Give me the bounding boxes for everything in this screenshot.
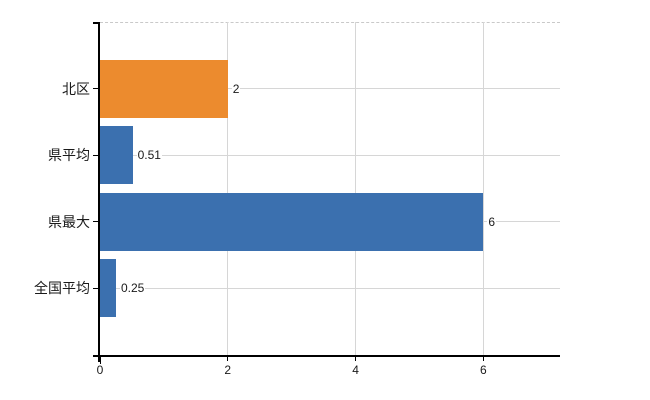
category-tick — [93, 154, 100, 156]
bar-value-label: 2 — [231, 81, 241, 96]
gridline-horizontal — [100, 88, 560, 90]
category-label-北区: 北区 — [62, 80, 90, 97]
bar-北区 — [100, 59, 228, 118]
gridline-vertical — [227, 22, 229, 355]
gridline-vertical — [482, 22, 484, 355]
x-axis-tick-label: 6 — [479, 363, 487, 377]
bar-県最大 — [100, 192, 484, 251]
gridline-vertical — [355, 22, 357, 355]
category-label-全国平均: 全国平均 — [34, 280, 90, 297]
x-axis-tick-label: 0 — [96, 363, 104, 377]
plot-area: 2 0.51 6 0.25 — [100, 22, 560, 355]
bar-全国平均 — [100, 259, 116, 318]
plot-top-border — [100, 22, 560, 23]
bar-value-label: 6 — [487, 214, 497, 229]
x-axis-tick — [355, 357, 357, 361]
x-axis-tick — [482, 357, 484, 361]
bar-県平均 — [100, 126, 133, 185]
x-axis-tick-label: 2 — [224, 363, 232, 377]
category-tick — [93, 88, 100, 90]
x-axis-line — [93, 355, 560, 357]
bar-value-label: 0.51 — [136, 148, 162, 163]
y-axis-top-tick — [93, 22, 100, 24]
category-tick — [93, 287, 100, 289]
x-axis-tick — [227, 357, 229, 361]
category-label-県平均: 県平均 — [48, 147, 90, 164]
bar-value-label: 0.25 — [119, 281, 146, 296]
gridline-horizontal — [100, 287, 560, 289]
category-label-県最大: 県最大 — [48, 213, 90, 230]
gridline-horizontal — [100, 154, 560, 156]
x-axis-tick — [99, 357, 101, 364]
x-axis-tick-label: 4 — [352, 363, 359, 377]
category-tick — [93, 221, 100, 223]
y-axis-line — [98, 22, 100, 362]
